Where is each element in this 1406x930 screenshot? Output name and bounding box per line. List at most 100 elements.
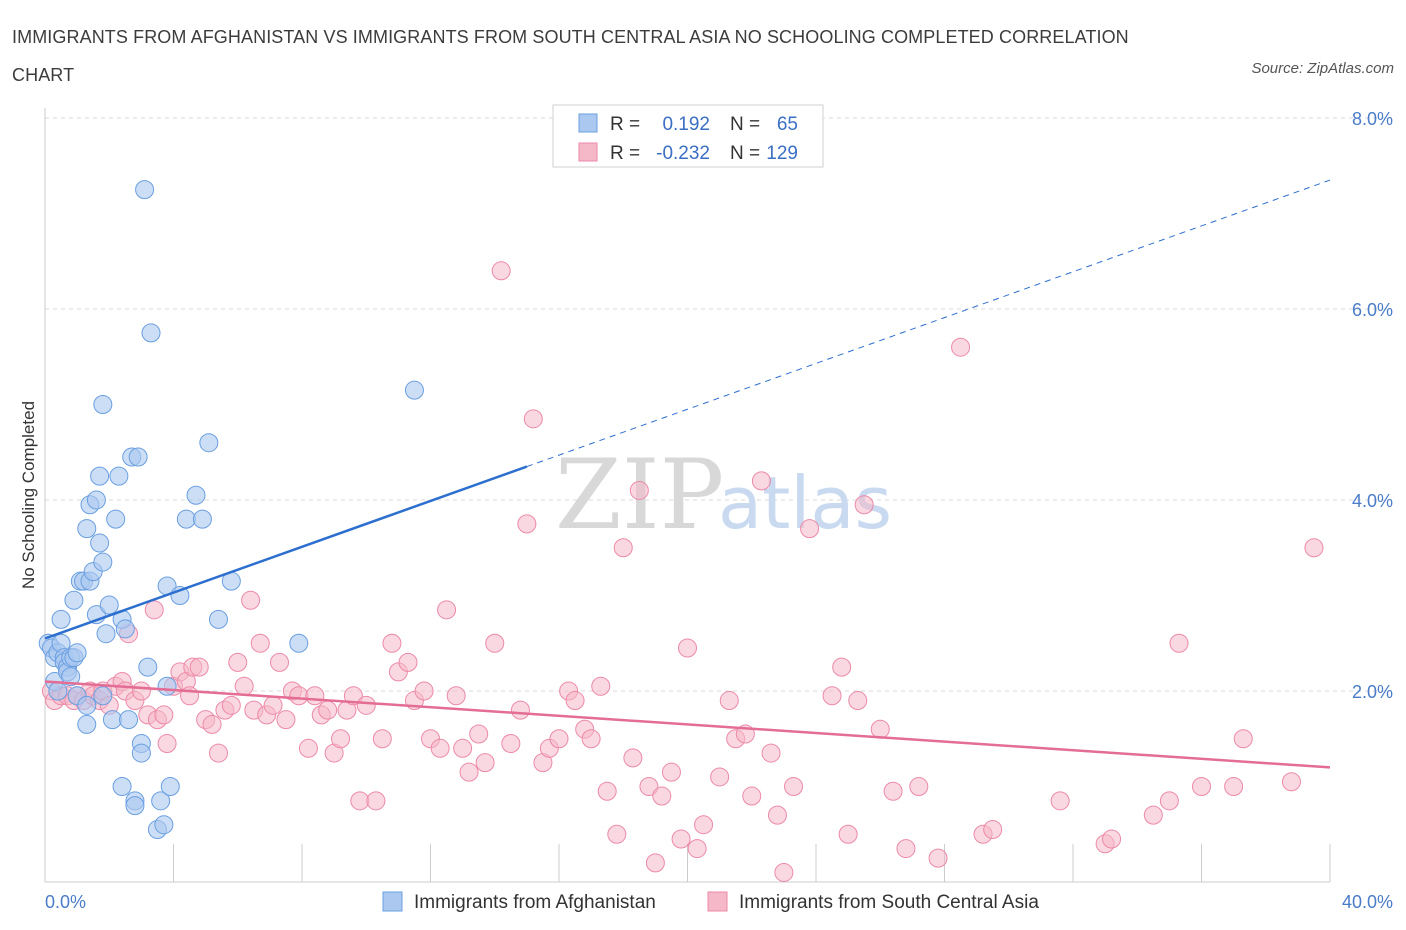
data-point-afghanistan [51,609,71,629]
data-point-south-central-asia [742,786,762,806]
data-point-south-central-asia [241,590,261,610]
data-point-south-central-asia [372,729,392,749]
watermark: ZIP atlas [555,439,892,551]
data-point-south-central-asia [208,743,228,763]
data-point-afghanistan [119,710,139,730]
data-point-south-central-asia [951,337,971,357]
data-point-afghanistan [404,380,424,400]
data-point-afghanistan [160,777,180,796]
data-point-south-central-asia [832,657,852,677]
data-point-south-central-asia [597,781,617,801]
data-point-south-central-asia [1224,777,1244,796]
data-point-afghanistan [93,686,113,706]
y-tick-label: 4.0% [1352,491,1393,511]
data-point-afghanistan [135,180,155,200]
legend-r-label-pink: R = [610,143,640,164]
data-point-afghanistan [289,633,309,653]
data-point-south-central-asia [144,600,164,620]
series-afghanistan [38,180,424,839]
data-point-south-central-asia [694,815,714,835]
data-point-south-central-asia [761,743,781,763]
x-tick-label: 40.0% [1342,892,1393,912]
data-point-south-central-asia [382,633,402,653]
legend-n-label-pink: N = [730,143,760,164]
data-point-south-central-asia [289,686,309,706]
data-point-south-central-asia [459,762,479,782]
data-point-afghanistan [151,791,171,811]
trend-line-afghanistan [44,465,528,640]
data-point-afghanistan [64,590,84,610]
data-point-south-central-asia [1233,729,1253,749]
data-point-south-central-asia [331,729,351,749]
data-point-south-central-asia [774,862,794,882]
data-point-south-central-asia [784,777,804,796]
bottom-legend-swatch-blue [382,891,403,912]
data-point-afghanistan [77,714,97,734]
data-point-south-central-asia [751,471,771,491]
trend-line-south-central-asia [44,680,1331,769]
data-point-afghanistan [77,519,97,539]
data-point-south-central-asia [687,839,707,859]
data-point-south-central-asia [298,738,318,758]
data-point-south-central-asia [909,777,929,796]
data-point-south-central-asia [189,657,209,677]
data-point-south-central-asia [719,691,739,711]
data-point-south-central-asia [501,734,521,754]
axes [44,108,1331,883]
data-point-south-central-asia [671,829,691,849]
data-point-south-central-asia [1281,772,1301,792]
data-point-south-central-asia [228,652,248,672]
legend-n-value-pink: 129 [766,143,798,164]
data-point-south-central-asia [350,791,370,811]
chart-title: IMMIGRANTS FROM AFGHANISTAN VS IMMIGRANT… [12,27,1129,85]
data-point-south-central-asia [854,495,874,515]
data-point-south-central-asia [234,676,254,696]
data-point-afghanistan [99,595,119,615]
data-point-south-central-asia [928,848,948,868]
data-point-afghanistan [48,681,68,701]
stats-legend-box [552,104,824,168]
data-point-south-central-asia [883,781,903,801]
data-point-afghanistan [90,466,110,486]
tick-labels: 2.0% 4.0% 6.0% 8.0% 0.0% 40.0% [45,109,1393,912]
legend-n-value-blue: 65 [777,114,798,135]
data-point-south-central-asia [652,786,672,806]
data-point-south-central-asia [398,652,418,672]
legend-r-value-blue: 0.192 [662,114,710,135]
data-point-south-central-asia [549,729,569,749]
data-point-afghanistan [176,509,196,529]
data-point-south-central-asia [517,514,537,534]
data-point-south-central-asia [678,638,697,658]
data-point-afghanistan [157,676,177,696]
data-point-south-central-asia [623,748,643,768]
data-point-afghanistan [93,395,113,414]
data-point-afghanistan [77,695,97,715]
data-point-south-central-asia [661,762,681,782]
data-point-south-central-asia [1192,777,1211,796]
data-point-afghanistan [131,743,151,763]
data-point-afghanistan [109,466,129,486]
data-point-south-central-asia [565,691,585,711]
data-point-south-central-asia [491,261,511,281]
data-point-afghanistan [102,710,122,730]
data-point-south-central-asia [250,633,270,653]
data-point-south-central-asia [318,700,338,720]
data-point-south-central-asia [154,705,174,725]
data-point-south-central-asia [1143,805,1163,825]
data-point-south-central-asia [1169,633,1189,653]
data-point-afghanistan [141,323,161,343]
data-point-afghanistan [138,657,158,677]
trend-line-afghanistan-extension [526,179,1331,468]
data-point-south-central-asia [414,681,434,701]
bottom-legend-swatch-pink [707,891,728,912]
legend-swatch-blue [578,113,598,133]
data-point-south-central-asia [343,686,363,706]
data-point-south-central-asia [157,734,177,754]
data-point-south-central-asia [469,724,489,744]
data-point-afghanistan [186,485,206,505]
source-label: Source: ZipAtlas.com [1251,60,1394,77]
data-point-south-central-asia [645,853,665,873]
data-point-south-central-asia [510,700,530,720]
data-point-afghanistan [86,490,106,510]
